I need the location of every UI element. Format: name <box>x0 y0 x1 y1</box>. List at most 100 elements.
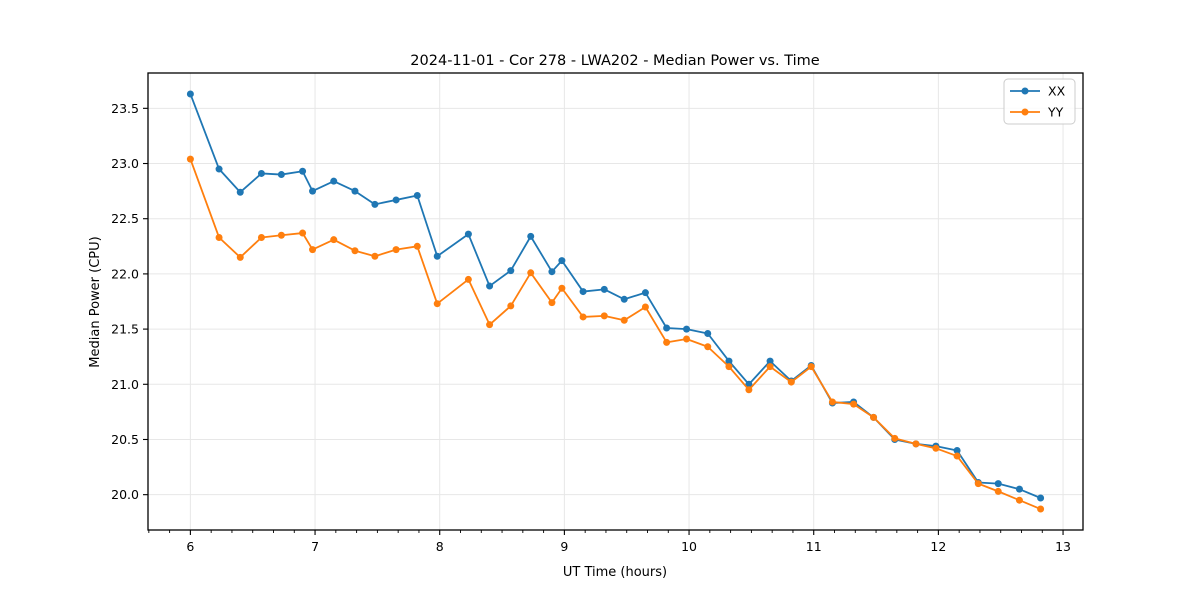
data-point-xx <box>766 357 774 365</box>
data-point-xx <box>994 480 1002 488</box>
data-point-xx <box>330 177 338 185</box>
x-tick-label: 10 <box>681 539 697 554</box>
data-point-yy <box>850 400 858 408</box>
series-line-xx <box>189 93 1041 499</box>
data-point-yy <box>433 300 441 308</box>
data-point-yy <box>215 233 223 241</box>
y-tick-label: 21.0 <box>111 377 139 392</box>
data-point-xx <box>527 232 535 240</box>
data-point-xx <box>236 188 244 196</box>
data-point-yy <box>787 378 795 386</box>
data-point-yy <box>330 236 338 244</box>
data-point-yy <box>392 246 400 254</box>
data-point-yy <box>299 229 307 237</box>
legend: XX YY <box>1003 78 1076 125</box>
y-tick-label: 20.0 <box>111 487 139 502</box>
data-point-xx <box>704 330 712 338</box>
data-point-xx <box>486 282 494 290</box>
x-axis-label: UT Time (hours) <box>563 565 667 580</box>
data-point-xx <box>683 325 691 333</box>
data-point-yy <box>974 480 982 488</box>
plot-frame <box>147 72 1084 531</box>
grid-lines <box>148 73 1083 530</box>
data-point-yy <box>807 363 815 371</box>
data-point-yy <box>371 252 379 260</box>
data-point-yy <box>766 363 774 371</box>
data-point-xx <box>309 187 317 195</box>
y-tick-label: 23.5 <box>111 101 139 116</box>
data-point-yy <box>704 343 712 351</box>
y-tick-label: 23.0 <box>111 156 139 171</box>
data-point-yy <box>620 316 628 324</box>
y-tick-label: 22.0 <box>111 266 139 281</box>
data-point-yy <box>236 253 244 261</box>
data-point-xx <box>464 230 472 238</box>
data-point-xx <box>558 257 566 265</box>
y-tick-label: 22.5 <box>111 211 139 226</box>
legend-marker <box>1021 87 1029 95</box>
data-point-yy <box>527 269 535 277</box>
data-point-xx <box>745 380 753 388</box>
y-tick-label: 21.5 <box>111 322 139 337</box>
legend-entry-label: XX <box>1048 84 1066 99</box>
data-point-yy <box>641 303 649 311</box>
series-line-yy <box>189 158 1041 510</box>
data-point-yy <box>870 413 878 421</box>
data-point-yy <box>912 440 920 448</box>
data-point-xx <box>579 288 587 296</box>
data-point-yy <box>745 386 753 394</box>
data-point-yy <box>548 299 556 307</box>
y-tick-label: 20.5 <box>111 432 139 447</box>
chart-title: 2024-11-01 - Cor 278 - LWA202 - Median P… <box>410 53 819 69</box>
data-point-yy <box>891 434 899 442</box>
data-point-xx <box>186 90 194 98</box>
data-point-yy <box>579 313 587 321</box>
data-point-xx <box>413 192 421 200</box>
data-point-xx <box>725 357 733 365</box>
data-point-yy <box>277 231 285 239</box>
data-point-yy <box>994 487 1002 495</box>
data-point-xx <box>663 324 671 332</box>
data-point-xx <box>433 252 441 260</box>
data-point-yy <box>663 338 671 346</box>
data-point-xx <box>600 285 608 293</box>
data-point-xx <box>548 268 556 276</box>
data-point-yy <box>953 452 961 460</box>
data-point-xx <box>1015 485 1023 493</box>
data-point-xx <box>215 165 223 173</box>
axis-ticks: 6 7 8 9 10 11 12 13 20.0 20.5 21.0 21.5 22.0 22.5 23.0… <box>111 101 1071 554</box>
data-point-yy <box>507 302 515 310</box>
x-tick-label: 7 <box>311 539 319 554</box>
data-point-yy <box>186 155 194 163</box>
data-point-yy <box>351 247 359 255</box>
data-point-yy <box>683 335 691 343</box>
data-point-yy <box>413 242 421 250</box>
data-point-yy <box>1037 505 1045 513</box>
legend-marker <box>1021 108 1029 116</box>
x-tick-label: 12 <box>930 539 946 554</box>
data-point-yy <box>828 398 836 406</box>
x-tick-label: 6 <box>186 539 194 554</box>
x-tick-label: 11 <box>806 539 822 554</box>
data-point-xx <box>371 200 379 208</box>
data-point-xx <box>277 171 285 179</box>
data-point-xx <box>620 295 628 303</box>
x-tick-label: 13 <box>1055 539 1071 554</box>
data-series <box>186 90 1045 513</box>
data-point-xx <box>351 187 359 195</box>
data-point-xx <box>299 167 307 175</box>
data-point-yy <box>725 363 733 371</box>
data-point-xx <box>392 196 400 204</box>
data-point-yy <box>558 284 566 292</box>
data-point-yy <box>257 233 265 241</box>
x-tick-label: 9 <box>560 539 568 554</box>
x-tick-label: 8 <box>436 539 444 554</box>
data-point-yy <box>1015 496 1023 504</box>
data-point-yy <box>464 275 472 283</box>
data-point-yy <box>600 312 608 320</box>
y-axis-label: Median Power (CPU) <box>88 236 103 367</box>
legend-entry-label: YY <box>1047 105 1064 120</box>
data-point-xx <box>507 267 515 275</box>
